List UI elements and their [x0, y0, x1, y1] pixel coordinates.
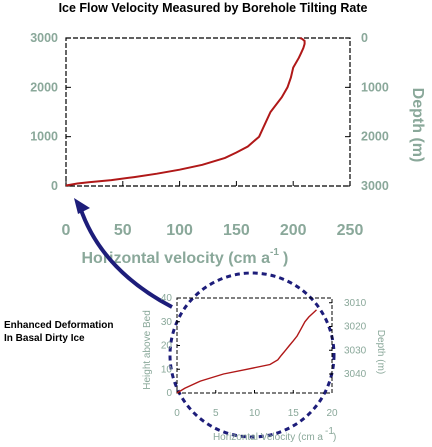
inset-depth-tick-label: 3040 [344, 369, 367, 380]
inset-x-axis-label-end: ) [333, 432, 336, 443]
inset-x-tick-label: 15 [288, 408, 300, 419]
annotation-line-2: In Basal Dirty Ice [4, 333, 85, 344]
inset-x-axis-label: Horizontal Velocity (cm a [213, 432, 323, 443]
annotation-line-1: Enhanced Deformation [4, 320, 113, 331]
inset-velocity-series-line [176, 309, 317, 394]
inset-y-tick-label: 20 [161, 341, 173, 352]
inset-y-tick-label: 40 [161, 293, 173, 304]
inset-depth-tick-label: 3020 [344, 322, 367, 333]
inset-x-tick-label: 0 [174, 408, 180, 419]
main-y-tick-label: 2000 [30, 80, 58, 94]
inset-x-axis-label-superscript: -1 [325, 426, 334, 437]
main-y-tick-label: 0 [51, 179, 58, 193]
connector-arc [78, 206, 173, 309]
chart-title: Ice Flow Velocity Measured by Borehole T… [59, 1, 368, 15]
inset-y-tick-label: 30 [161, 317, 173, 328]
inset-x-tick-label: 5 [213, 408, 219, 419]
inset-x-tick-label: 10 [249, 408, 261, 419]
main-x-axis-label-end: ) [283, 250, 288, 267]
main-depth-tick-label: 3000 [361, 179, 389, 193]
main-depth-tick-label: 1000 [361, 80, 389, 94]
main-right-axis-label: Depth (m) [409, 88, 426, 163]
main-x-tick-label: 0 [62, 222, 71, 239]
inset-x-tick-label: 20 [326, 408, 338, 419]
inset-left-axis-label: Height above Bed [142, 310, 153, 390]
main-x-tick-label: 50 [114, 222, 132, 239]
main-y-tick-label: 3000 [30, 31, 58, 45]
main-depth-tick-label: 0 [361, 31, 368, 45]
main-y-tick-label: 1000 [30, 130, 58, 144]
main-x-tick-label: 250 [337, 222, 364, 239]
inset-y-tick-label: 0 [166, 388, 172, 399]
main-velocity-series-line [65, 37, 306, 187]
main-x-axis-label: Horizontal velocity (cm a [82, 250, 271, 267]
zoom-circle [168, 271, 336, 439]
main-chart: 0 1000 2000 3000 0 1000 2000 3000 0 50 100 150 200… [30, 31, 426, 267]
inset-y-tick-label: 10 [161, 364, 173, 375]
main-x-tick-label: 100 [166, 222, 193, 239]
main-x-tick-label: 200 [280, 222, 307, 239]
main-plot-frame [65, 37, 351, 187]
inset-right-axis-label: Depth (m) [375, 330, 386, 374]
inset-depth-tick-label: 3010 [344, 298, 367, 309]
inset-plot-frame [176, 297, 333, 394]
connector-arrowhead [74, 198, 90, 214]
inset-depth-tick-label: 3030 [344, 345, 367, 356]
main-depth-tick-label: 2000 [361, 130, 389, 144]
main-x-axis-label-superscript: -1 [270, 247, 279, 258]
main-x-tick-label: 150 [223, 222, 250, 239]
